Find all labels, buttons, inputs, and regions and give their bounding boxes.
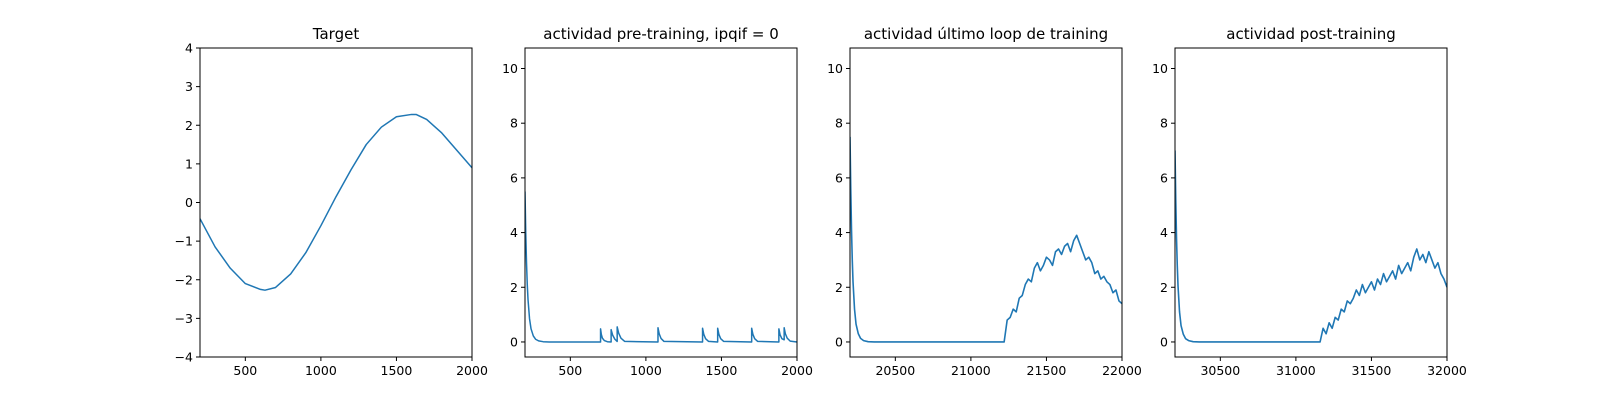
subplot-4: 30500 31000 31500 32000 0 2 4 6 8 10 actividad pos… [1152, 25, 1467, 378]
y-tick-label: 8 [1160, 116, 1168, 131]
y-tick-label: 4 [185, 41, 193, 56]
chart-title: actividad último loop de training [864, 25, 1108, 43]
y-tick-label: 0 [510, 334, 518, 349]
y-tick-label: 3 [185, 79, 193, 94]
y-tick-label: 10 [827, 61, 843, 76]
subplot-3: 20500 21000 21500 22000 0 2 4 6 8 10 actividad últ… [827, 25, 1142, 378]
series-line [1175, 150, 1447, 343]
y-tick-label: 6 [1160, 170, 1168, 185]
y-tick-label: 8 [835, 116, 843, 131]
y-tick-label: 8 [510, 116, 518, 131]
y-tick-label: −1 [175, 234, 193, 249]
x-tick-label: 2000 [781, 363, 813, 378]
subplot-1: 500 1000 1500 2000 −4 −3 −2 −1 0 1 2 3 4 Target [175, 25, 488, 378]
y-tick-label: 4 [835, 225, 843, 240]
y-tick-label: 4 [510, 225, 518, 240]
axes-frame [524, 47, 798, 358]
x-tick-label: 500 [233, 363, 257, 378]
x-tick-label: 31500 [1352, 363, 1392, 378]
axes-frame [1174, 47, 1448, 358]
y-tick-label: 10 [1152, 61, 1168, 76]
y-tick-label: 4 [1160, 225, 1168, 240]
y-tick-label: −2 [175, 272, 193, 287]
y-tick-label: 0 [185, 195, 193, 210]
x-tick-label: 21500 [1027, 363, 1067, 378]
y-tick-label: 2 [835, 280, 843, 295]
x-tick-label: 31000 [1276, 363, 1316, 378]
x-tick-label: 2000 [456, 363, 488, 378]
x-tick-label: 1500 [706, 363, 738, 378]
y-tick-label: 2 [1160, 280, 1168, 295]
chart-title: Target [312, 25, 360, 43]
series-line [525, 191, 797, 343]
y-tick-label: −4 [175, 350, 193, 365]
y-tick-label: 2 [510, 280, 518, 295]
series-line [200, 113, 472, 291]
y-tick-label: 1 [185, 156, 193, 171]
y-tick-label: 10 [502, 61, 518, 76]
series-line [850, 136, 1122, 343]
y-tick-label: 2 [185, 118, 193, 133]
x-tick-label: 22000 [1102, 363, 1142, 378]
chart-title: actividad post-training [1226, 25, 1395, 43]
axes-frame [849, 47, 1123, 358]
x-tick-label: 20500 [875, 363, 915, 378]
x-tick-label: 500 [558, 363, 582, 378]
x-tick-label: 21000 [951, 363, 991, 378]
y-tick-label: 6 [835, 170, 843, 185]
chart-title: actividad pre-training, ipqif = 0 [543, 25, 779, 43]
x-tick-label: 30500 [1200, 363, 1240, 378]
y-tick-label: 0 [1160, 334, 1168, 349]
x-tick-label: 1000 [630, 363, 662, 378]
y-tick-label: 6 [510, 170, 518, 185]
x-tick-label: 32000 [1427, 363, 1467, 378]
y-tick-label: −3 [175, 311, 193, 326]
subplot-2: 500 1000 1500 2000 0 2 4 6 8 10 actividad pre-trai… [502, 25, 813, 378]
x-tick-label: 1000 [305, 363, 337, 378]
x-tick-label: 1500 [381, 363, 413, 378]
y-tick-label: 0 [835, 334, 843, 349]
